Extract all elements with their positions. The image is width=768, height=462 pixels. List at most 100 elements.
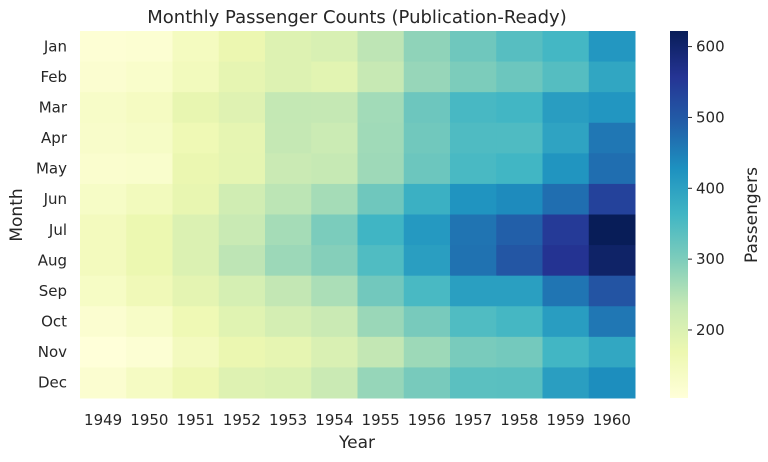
heatmap-cell (542, 306, 590, 338)
colorbar-ticks: 200 300 400 500 600 (688, 38, 725, 339)
heatmap-cell (542, 214, 590, 246)
heatmap-cell (357, 61, 405, 93)
heatmap-cell (172, 214, 220, 246)
heatmap-cell (542, 275, 590, 307)
heatmap-cell (542, 183, 590, 215)
heatmap-cell (403, 275, 451, 307)
heatmap-cell (311, 275, 358, 307)
colorbar-tick-label: 600 (696, 38, 725, 56)
heatmap-cell (450, 245, 497, 277)
heatmap-cell (542, 153, 590, 185)
heatmap-cell (496, 183, 543, 215)
heatmap-cell (80, 122, 127, 154)
heatmap-cell (357, 245, 405, 277)
y-tick-label: Feb (40, 68, 67, 86)
y-tick-label: Nov (38, 343, 67, 361)
x-tick-label: 1956 (408, 411, 446, 429)
heatmap-cell (588, 122, 636, 154)
heatmap-cell (80, 183, 127, 215)
heatmap-cell (450, 306, 497, 338)
heatmap-cell (496, 306, 543, 338)
heatmap-cell (496, 245, 543, 277)
colorbar-tick-label: 200 (696, 321, 725, 339)
heatmap-cell (265, 92, 312, 124)
heatmap-cell (218, 306, 266, 338)
heatmap-cell (80, 336, 127, 368)
x-tick-labels: 1949 1950 1951 1952 1953 1954 1955 1956 1957 1958… (84, 411, 631, 429)
heatmap-cell (311, 367, 358, 399)
heatmap-cell (126, 183, 173, 215)
heatmap-cell (357, 306, 405, 338)
heatmap-cells (80, 31, 636, 399)
heatmap-cell (311, 61, 358, 93)
heatmap-cell (357, 214, 405, 246)
heatmap-cell (496, 214, 543, 246)
heatmap-cell (357, 31, 405, 63)
heatmap-cell (80, 275, 127, 307)
heatmap-cell (357, 367, 405, 399)
x-tick-label: 1960 (593, 411, 631, 429)
heatmap-cell (496, 153, 543, 185)
heatmap-cell (403, 336, 451, 368)
heatmap-cell (172, 122, 220, 154)
heatmap-cell (218, 122, 266, 154)
heatmap-cell (403, 153, 451, 185)
y-axis-label: Month (7, 188, 27, 241)
x-tick-label: 1955 (362, 411, 400, 429)
y-tick-label: Jul (48, 221, 67, 239)
heatmap-cell (126, 31, 173, 63)
heatmap-cell (172, 306, 220, 338)
heatmap-cell (172, 31, 220, 63)
heatmap-cell (311, 122, 358, 154)
colorbar-tick-label: 300 (696, 250, 725, 268)
heatmap-cell (218, 336, 266, 368)
y-tick-label: Oct (41, 313, 67, 331)
heatmap-cell (172, 61, 220, 93)
heatmap-cell (218, 31, 266, 63)
heatmap-cell (542, 92, 590, 124)
heatmap-cell (588, 183, 636, 215)
heatmap-cell (450, 336, 497, 368)
heatmap-cell (542, 245, 590, 277)
heatmap-cell (218, 245, 266, 277)
colorbar (670, 31, 688, 398)
heatmap-cell (403, 61, 451, 93)
heatmap-cell (265, 275, 312, 307)
heatmap-cell (496, 336, 543, 368)
y-tick-label: Mar (39, 98, 68, 116)
y-tick-label: Jan (43, 37, 67, 55)
heatmap-cell (496, 122, 543, 154)
x-tick-label: 1951 (177, 411, 215, 429)
heatmap-cell (265, 214, 312, 246)
heatmap-cell (542, 122, 590, 154)
heatmap-cell (403, 183, 451, 215)
heatmap-cell (588, 367, 636, 399)
heatmap-cell (80, 61, 127, 93)
heatmap-cell (450, 92, 497, 124)
heatmap-cell (357, 336, 405, 368)
x-axis-label: Year (338, 433, 375, 453)
heatmap-cell (403, 214, 451, 246)
heatmap-cell (311, 336, 358, 368)
heatmap-cell (496, 275, 543, 307)
heatmap-cell (588, 306, 636, 338)
heatmap-cell (311, 153, 358, 185)
heatmap-cell (588, 92, 636, 124)
heatmap-cell (496, 92, 543, 124)
x-tick-label: 1959 (547, 411, 585, 429)
heatmap-cell (357, 92, 405, 124)
heatmap-cell (80, 31, 127, 63)
heatmap-cell (80, 367, 127, 399)
heatmap-cell (542, 336, 590, 368)
heatmap-cell (126, 245, 173, 277)
heatmap-cell (403, 31, 451, 63)
heatmap-cell (126, 306, 173, 338)
heatmap-cell (265, 183, 312, 215)
heatmap-cell (588, 31, 636, 63)
chart-title: Monthly Passenger Counts (Publication-Re… (147, 7, 566, 28)
heatmap-cell (311, 306, 358, 338)
heatmap-cell (265, 336, 312, 368)
heatmap-cell (126, 61, 173, 93)
y-tick-label: Dec (38, 374, 67, 392)
